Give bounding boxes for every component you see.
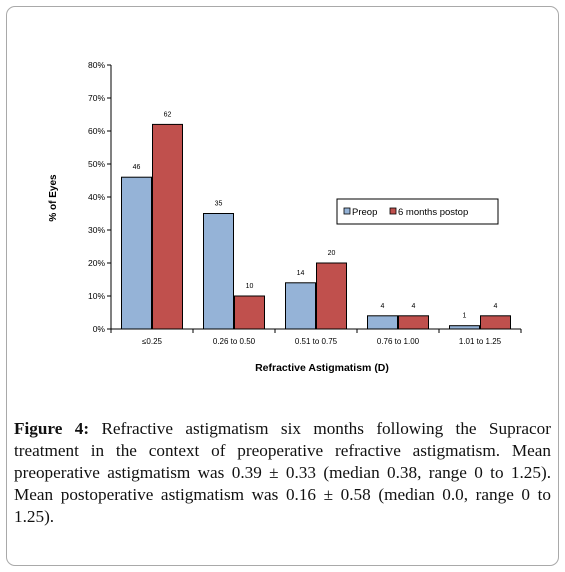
x-axis-label: Refractive Astigmatism (D) <box>255 362 389 374</box>
bar-chart: 0%10%20%30%40%50%60%70%80% 4662≤0.253510… <box>48 60 522 374</box>
y-tick-label: 60% <box>88 126 105 136</box>
y-tick-label: 30% <box>88 225 105 235</box>
y-tick-label: 10% <box>88 291 105 301</box>
bar-preop <box>121 176 152 330</box>
y-tick-label: 40% <box>88 192 105 202</box>
bar-postop <box>398 315 429 330</box>
legend-label-postop: 6 months postop <box>398 207 468 218</box>
x-tick-label: 0.51 to 0.75 <box>295 337 338 346</box>
data-label: 4 <box>381 303 385 310</box>
x-tick-label: 0.26 to 0.50 <box>213 337 256 346</box>
x-tick-label: ≤0.25 <box>142 337 163 346</box>
bar-postop <box>152 123 183 330</box>
legend-label-preop: Preop <box>352 207 377 218</box>
data-label: 35 <box>215 201 223 208</box>
legend-swatch-preop <box>343 207 351 215</box>
data-label: 10 <box>246 283 254 290</box>
y-axis-label: % of Eyes <box>48 174 59 222</box>
data-label: 62 <box>164 111 172 118</box>
chart-legend: Preop 6 months postop <box>336 198 499 225</box>
bar-preop <box>285 282 316 330</box>
data-label: 4 <box>494 303 498 310</box>
y-tick-label: 80% <box>88 60 105 70</box>
bar-postop <box>234 295 265 330</box>
data-label: 1 <box>463 313 467 320</box>
bar-preop <box>449 325 480 330</box>
bar-preop <box>367 315 398 330</box>
figure-caption: Figure 4: Refractive astigmatism six mon… <box>14 418 551 528</box>
y-tick-label: 50% <box>88 159 105 169</box>
legend-swatch-postop <box>389 207 397 215</box>
chart-bars <box>121 123 511 330</box>
figure-frame <box>6 6 559 566</box>
data-label: 20 <box>328 250 336 257</box>
y-tick-label: 70% <box>88 93 105 103</box>
caption-label: Figure 4: <box>14 419 90 438</box>
bar-postop <box>316 262 347 330</box>
data-label: 46 <box>133 164 141 171</box>
legend-box <box>336 198 499 225</box>
data-label: 14 <box>297 270 305 277</box>
y-tick-label: 20% <box>88 258 105 268</box>
caption-text: Refractive astigmatism six months follow… <box>14 419 551 526</box>
x-tick-label: 1.01 to 1.25 <box>459 337 502 346</box>
data-label: 4 <box>412 303 416 310</box>
x-tick-label: 0.76 to 1.00 <box>377 337 420 346</box>
bar-postop <box>480 315 511 330</box>
y-tick-label: 0% <box>93 324 106 334</box>
bar-preop <box>203 213 234 330</box>
